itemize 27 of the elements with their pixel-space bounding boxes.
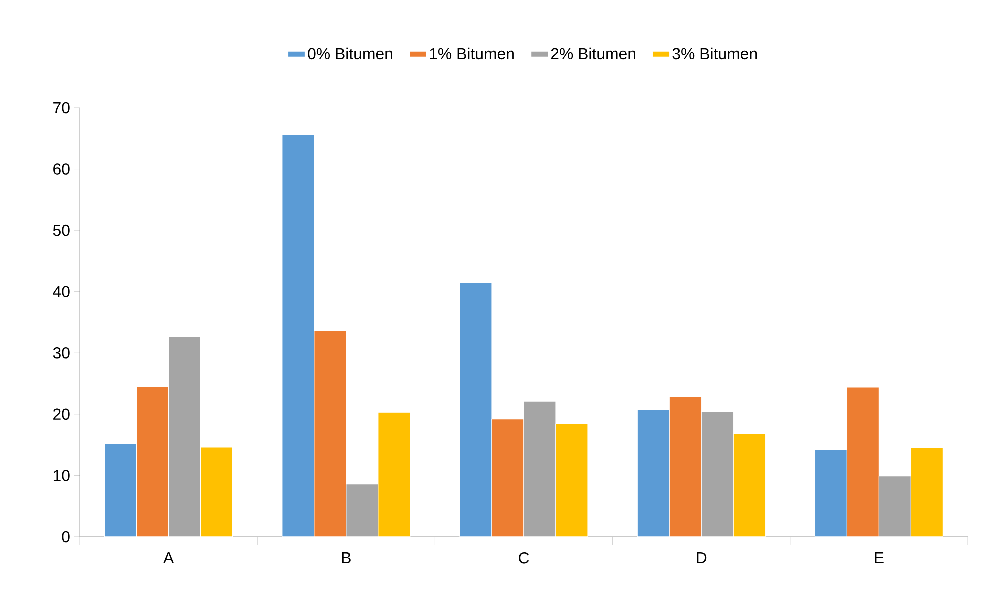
legend-label: 0% Bitumen: [308, 48, 392, 60]
y-tick-label: 60: [54, 164, 70, 175]
bar: [346, 484, 379, 537]
y-tick-label: 0: [62, 531, 70, 543]
x-tick-label: D: [697, 552, 707, 564]
x-tick-label: B: [342, 552, 351, 564]
y-tick-label: 50: [53, 224, 70, 236]
bar: [846, 387, 880, 537]
bar: [168, 336, 202, 537]
bar: [878, 476, 912, 537]
legend-label: 1% Bitumen: [430, 48, 514, 60]
x-tick-label: C: [519, 552, 530, 564]
legend-label: 2% Bitumen: [551, 48, 636, 60]
bar: [136, 386, 170, 537]
bar: [314, 330, 347, 537]
x-tick-label: A: [164, 552, 174, 564]
bar: [492, 419, 524, 537]
y-tick-label: 40: [53, 286, 70, 298]
y-tick-label: 30: [53, 347, 70, 359]
x-tick-label: E: [875, 552, 884, 564]
legend-label: 3% Bitumen: [672, 48, 758, 60]
bar: [701, 412, 734, 537]
y-tick-label: 10: [54, 470, 70, 482]
y-tick-label: 20: [54, 408, 70, 420]
bar: [524, 401, 556, 537]
bar: [669, 396, 702, 537]
y-tick-label: 70: [54, 102, 70, 114]
